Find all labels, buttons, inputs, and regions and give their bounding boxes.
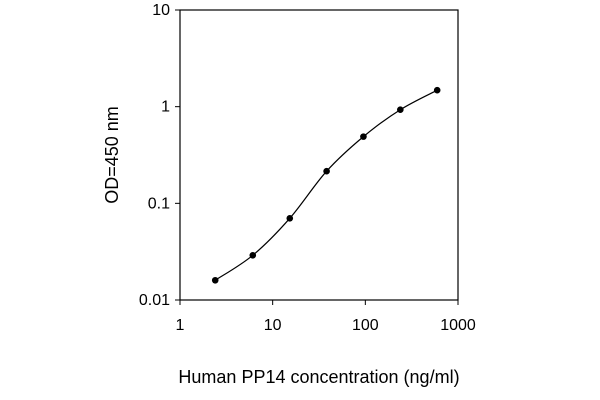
data-point <box>286 215 294 222</box>
data-point <box>360 133 367 140</box>
y-tick-label: 0.1 <box>148 195 170 212</box>
x-tick-label: 1000 <box>440 317 476 334</box>
data-point <box>249 252 257 259</box>
plot-frame <box>179 9 459 301</box>
data-point <box>323 167 330 175</box>
data-point <box>211 276 219 284</box>
y-tick-label: 10 <box>152 2 170 19</box>
y-axis-title: OD=450 nm <box>102 106 122 204</box>
data-points <box>211 86 441 284</box>
y-tick-label: 1 <box>161 99 170 116</box>
series-line <box>214 89 438 281</box>
data-point <box>433 86 441 94</box>
y-tick-label: 0.01 <box>139 292 170 309</box>
y-axis: 0.01 0.1 1 10 <box>139 2 180 309</box>
x-axis-title: Human PP14 concentration (ng/ml) <box>178 367 459 387</box>
x-tick-label: 100 <box>352 317 379 334</box>
data-point <box>397 106 404 114</box>
x-axis: 1 10 100 1000 <box>176 300 476 334</box>
x-tick-label: 1 <box>176 317 185 334</box>
x-tick-label: 10 <box>264 317 282 334</box>
